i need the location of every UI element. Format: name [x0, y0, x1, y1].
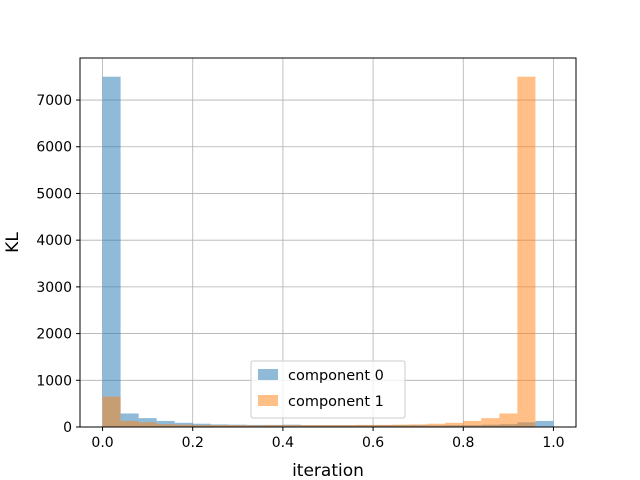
x-tick-label: 0.4	[272, 435, 294, 451]
legend: component 0 component 1	[250, 360, 406, 419]
bar-component-1	[210, 425, 229, 427]
bar-component-1	[463, 420, 482, 427]
legend-label-component-1: component 1	[288, 394, 384, 410]
bar-component-1	[499, 413, 518, 427]
bar-component-1	[427, 423, 446, 427]
legend-swatch-component-1	[258, 395, 278, 406]
x-tick-label: 0.0	[91, 435, 113, 451]
y-tick-label: 4000	[36, 233, 72, 249]
y-tick-label: 6000	[36, 140, 72, 156]
x-tick-label: 0.8	[452, 435, 474, 451]
histogram-bars	[102, 76, 554, 428]
bar-component-1	[156, 424, 175, 427]
bar-component-1	[138, 422, 157, 427]
bar-component-1	[373, 424, 392, 427]
bar-component-1	[192, 425, 211, 427]
legend-swatch-component-0	[258, 369, 278, 380]
x-axis-label: iteration	[292, 461, 364, 480]
bar-component-1	[300, 425, 319, 427]
y-tick-label: 5000	[36, 186, 72, 202]
bar-component-1	[337, 425, 356, 427]
bar-component-1	[102, 396, 121, 427]
y-tick-label: 3000	[36, 280, 72, 296]
legend-box	[250, 360, 406, 419]
bar-component-1	[282, 425, 301, 427]
bar-component-1	[174, 424, 193, 427]
bar-component-1	[481, 418, 500, 427]
grid-lines	[80, 58, 576, 428]
bar-component-1	[246, 425, 265, 427]
bar-component-1	[517, 76, 536, 428]
y-axis-label: KL	[3, 232, 23, 253]
x-tick-label: 0.2	[182, 435, 204, 451]
bar-component-1	[264, 425, 283, 427]
x-tick-label: 0.6	[362, 435, 384, 451]
bar-component-1	[120, 420, 139, 427]
bar-component-1	[409, 424, 428, 427]
bar-component-1	[391, 424, 410, 427]
bar-component-1	[228, 425, 247, 427]
bar-component-1	[318, 425, 338, 427]
y-tick-label: 7000	[36, 93, 72, 109]
bar-component-1	[445, 422, 464, 427]
bar-component-0	[156, 420, 175, 427]
bar-component-0	[102, 76, 121, 428]
bar-component-0	[535, 420, 554, 427]
x-tick-label: 1.0	[542, 435, 564, 451]
y-tick-label: 1000	[36, 373, 72, 389]
bar-component-1	[355, 424, 374, 427]
axis-ticks: 0.0 0.2 0.4 0.6 0.8 1.0 0 1000 2000 3000 4000 5000 6…	[36, 93, 564, 451]
legend-label-component-0: component 0	[288, 368, 384, 384]
y-tick-label: 0	[63, 420, 72, 436]
plot-frame	[79, 57, 577, 428]
y-tick-label: 2000	[36, 327, 72, 343]
